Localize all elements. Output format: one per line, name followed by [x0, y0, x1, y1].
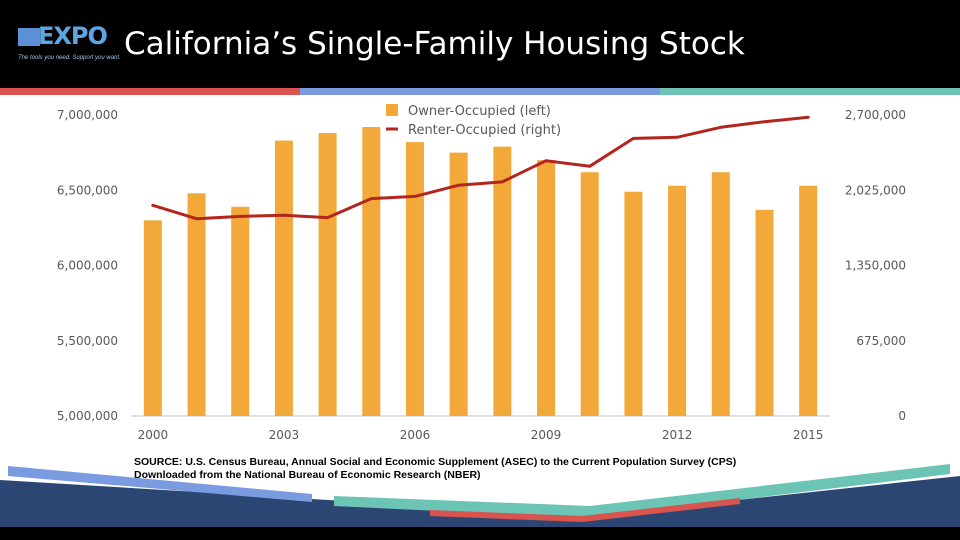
- renter-line: [151, 115, 810, 221]
- owner-bar: [799, 185, 818, 416]
- source-line-2: Downloaded from the National Bureau of E…: [134, 469, 481, 481]
- owner-bar: [755, 209, 774, 416]
- y-right-tick-label: 0: [898, 409, 906, 423]
- y-left-tick-label: 5,500,000: [57, 334, 118, 348]
- footer-black-bar: [0, 527, 960, 540]
- stripe-blue: [300, 88, 660, 95]
- y-right-tick-label: 2,700,000: [845, 108, 906, 122]
- footer-teal-band: [334, 464, 950, 518]
- x-tick-label: 2015: [793, 428, 824, 442]
- legend-swatch-owner: [386, 104, 398, 116]
- owner-bar: [318, 133, 337, 416]
- x-tick-label: 2012: [662, 428, 693, 442]
- owner-bar: [362, 127, 381, 416]
- owner-bar: [668, 185, 687, 416]
- x-tick-label: 2000: [138, 428, 169, 442]
- y-right-tick-label: 2,025,000: [845, 183, 906, 197]
- stripe-teal: [660, 88, 960, 95]
- slide-title: California’s Single-Family Housing Stock: [124, 26, 745, 62]
- x-tick-label: 2006: [400, 428, 431, 442]
- footer-red-band: [430, 498, 740, 522]
- owner-bar: [537, 160, 556, 416]
- owner-bar: [143, 220, 162, 416]
- owner-bar: [231, 206, 250, 416]
- x-axis: 2000 2003 2006 2009 2012 2015: [138, 428, 824, 442]
- y-axis-right: 2,700,000 2,025,000 1,350,000 675,000 0: [845, 108, 906, 423]
- y-left-tick-label: 6,000,000: [57, 259, 118, 273]
- stripe-red: [0, 88, 300, 95]
- owner-bar: [274, 140, 293, 416]
- slide-header: EXPO The tools you need. Support you wan…: [0, 0, 960, 88]
- y-axis-left: 7,000,000 6,500,000 6,000,000 5,500,000 5,00…: [57, 108, 118, 423]
- expo-logo: EXPO The tools you need. Support you wan…: [18, 22, 121, 66]
- owner-bar: [624, 191, 643, 416]
- owner-bar: [580, 172, 599, 416]
- housing-chart: 7,000,000 6,500,000 6,000,000 5,500,000 5,00…: [57, 104, 906, 442]
- source-note: SOURCE: U.S. Census Bureau, Annual Socia…: [134, 456, 736, 482]
- owner-bars: [143, 127, 818, 417]
- x-tick-label: 2003: [269, 428, 300, 442]
- y-right-tick-label: 1,350,000: [845, 259, 906, 273]
- footer-blue-band: [8, 466, 312, 502]
- legend: Owner-Occupied (left) Renter-Occupied (r…: [386, 104, 561, 138]
- y-left-tick-label: 7,000,000: [57, 108, 118, 122]
- owner-bar: [493, 146, 512, 417]
- y-right-tick-label: 675,000: [856, 334, 906, 348]
- owner-bar: [187, 193, 206, 416]
- owner-bar: [449, 152, 468, 416]
- x-tick-label: 2009: [531, 428, 562, 442]
- y-left-tick-label: 6,500,000: [57, 183, 118, 197]
- owner-bar: [711, 172, 730, 416]
- logo-tagline: The tools you need. Support you want.: [18, 55, 121, 61]
- source-line-1: SOURCE: U.S. Census Bureau, Annual Socia…: [134, 456, 737, 468]
- logo-text: EXPO: [38, 22, 108, 50]
- legend-label-owner: Owner-Occupied (left): [408, 104, 551, 119]
- owner-bar: [405, 142, 424, 416]
- footer-navy-band: [0, 476, 960, 540]
- flag-icon: [18, 28, 40, 46]
- legend-label-renter: Renter-Occupied (right): [408, 123, 561, 138]
- footer-decoration: [0, 464, 960, 540]
- y-left-tick-label: 5,000,000: [57, 409, 118, 423]
